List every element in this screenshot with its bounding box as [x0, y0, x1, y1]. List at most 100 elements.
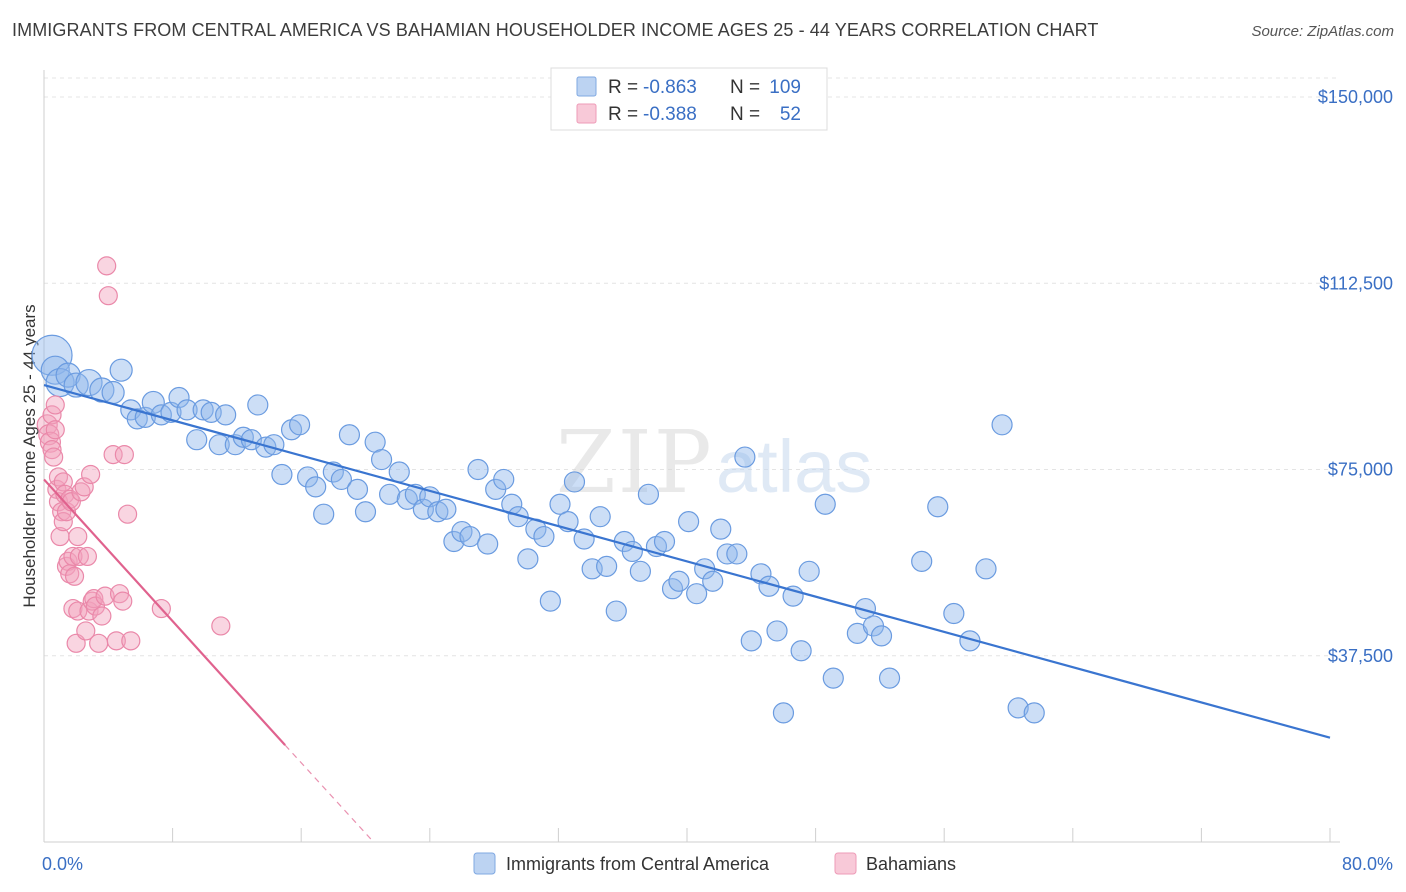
trend-line-central-america [43, 384, 1331, 739]
y-tick-label-0: $37,500 [1328, 646, 1393, 666]
point-central-america-40 [370, 448, 393, 471]
point-central-america-95 [822, 667, 844, 689]
point-bahamians-3 [42, 440, 62, 460]
point-bahamians-48 [117, 504, 138, 524]
y-tick-labels: $37,500 $75,000 $112,500 $150,000 [1318, 87, 1393, 666]
point-central-america-1 [40, 355, 70, 385]
legend-n-value-2: 52 [780, 104, 801, 125]
point-central-america-71 [621, 540, 643, 563]
point-central-america-20 [208, 434, 230, 456]
point-central-america-3 [55, 362, 81, 388]
point-central-america-72 [629, 560, 651, 582]
point-central-america-27 [263, 434, 285, 456]
series-legend: Immigrants from Central America Bahamian… [473, 852, 956, 875]
point-central-america-55 [493, 468, 515, 491]
point-central-america-82 [710, 518, 732, 540]
point-bahamians-44 [106, 631, 126, 651]
point-central-america-15 [168, 386, 190, 409]
point-bahamians-24 [64, 566, 85, 586]
point-central-america-77 [668, 570, 690, 592]
point-bahamians-32 [77, 546, 98, 567]
legend-swatch-blue [576, 76, 597, 97]
point-central-america-108 [1023, 702, 1045, 724]
point-central-america-28 [271, 463, 293, 486]
point-central-america-102 [927, 496, 949, 518]
point-central-america-58 [517, 548, 539, 570]
point-central-america-94 [814, 493, 836, 515]
point-central-america-5 [75, 368, 103, 397]
point-central-america-68 [596, 555, 618, 577]
point-central-america-42 [388, 461, 410, 483]
point-central-america-103 [943, 602, 965, 625]
point-central-america-99 [870, 625, 893, 647]
point-central-america-69 [605, 600, 627, 622]
trend-line-bahamians-extrapolated [284, 744, 374, 843]
series-immigrants-central-america [31, 334, 1045, 724]
point-central-america-107 [1007, 697, 1029, 719]
point-central-america-38 [354, 501, 377, 523]
point-bahamians-2 [39, 431, 62, 453]
point-central-america-12 [141, 390, 165, 415]
point-bahamians-37 [85, 596, 106, 616]
legend-r-label-2: R = [608, 104, 638, 125]
point-central-america-41 [379, 483, 401, 505]
watermark-zip: ZIP [556, 413, 714, 513]
point-central-america-25 [247, 394, 269, 416]
x-tick-label-max: 80.0% [1342, 854, 1393, 874]
point-bahamians-22 [63, 546, 83, 567]
point-central-america-87 [750, 563, 772, 585]
watermark-atlas: atlas [716, 425, 872, 508]
legend-n-label-2: N = [730, 104, 760, 125]
x-tick-label-min: 0.0% [42, 854, 83, 874]
point-bahamians-1 [38, 424, 60, 446]
point-central-america-78 [678, 511, 700, 533]
point-central-america-67 [589, 506, 611, 528]
point-bahamians-31 [76, 621, 96, 641]
point-bahamians-38 [89, 633, 109, 653]
point-central-america-92 [790, 640, 812, 662]
point-central-america-79 [686, 583, 708, 605]
point-central-america-16 [176, 399, 198, 421]
point-bahamians-7 [45, 420, 65, 440]
point-bahamians-40 [95, 586, 115, 606]
point-central-america-26 [255, 436, 277, 458]
point-central-america-34 [322, 461, 344, 483]
point-central-america-47 [427, 501, 449, 523]
legend-r-value-1: -0.863 [643, 77, 697, 98]
point-bahamians-30 [74, 477, 94, 497]
point-central-america-33 [313, 503, 335, 525]
point-bahamians-51 [211, 616, 231, 636]
point-bahamians-43 [103, 445, 123, 465]
point-central-america-21 [215, 404, 237, 426]
point-central-america-35 [330, 468, 352, 491]
point-central-america-62 [549, 493, 571, 515]
correlation-legend: R = -0.863 N = 109 R = -0.388 N = 52 [550, 67, 828, 131]
point-central-america-105 [975, 558, 997, 580]
point-central-america-48 [435, 498, 457, 520]
point-bahamians-27 [68, 526, 88, 547]
point-central-america-85 [734, 446, 756, 468]
y-axis-label: Householder Income Ages 25 - 44 years [20, 304, 39, 607]
point-bahamians-49 [121, 631, 141, 651]
point-bahamians-6 [45, 395, 65, 415]
watermark: ZIP atlas [556, 413, 872, 513]
point-central-america-106 [991, 414, 1013, 436]
point-central-america-53 [477, 533, 499, 555]
bottom-legend-swatch-pink [834, 852, 857, 875]
legend-swatch-pink [576, 103, 597, 124]
legend-r-label-1: R = [608, 77, 638, 98]
point-bahamians-46 [113, 591, 133, 611]
point-central-america-93 [798, 560, 820, 582]
point-bahamians-36 [84, 589, 104, 609]
point-bahamians-34 [81, 464, 101, 485]
legend-n-label-1: N = [730, 77, 760, 98]
point-bahamians-5 [44, 447, 64, 467]
point-central-america-8 [109, 358, 133, 382]
y-tick-label-2: $112,500 [1319, 273, 1393, 293]
trend-lines [43, 384, 1331, 843]
y-tick-label-1: $75,000 [1328, 460, 1393, 480]
point-central-america-73 [637, 483, 660, 505]
trend-line-bahamians [43, 478, 286, 746]
point-central-america-100 [878, 667, 901, 689]
x-axis-ticks [43, 828, 1331, 842]
